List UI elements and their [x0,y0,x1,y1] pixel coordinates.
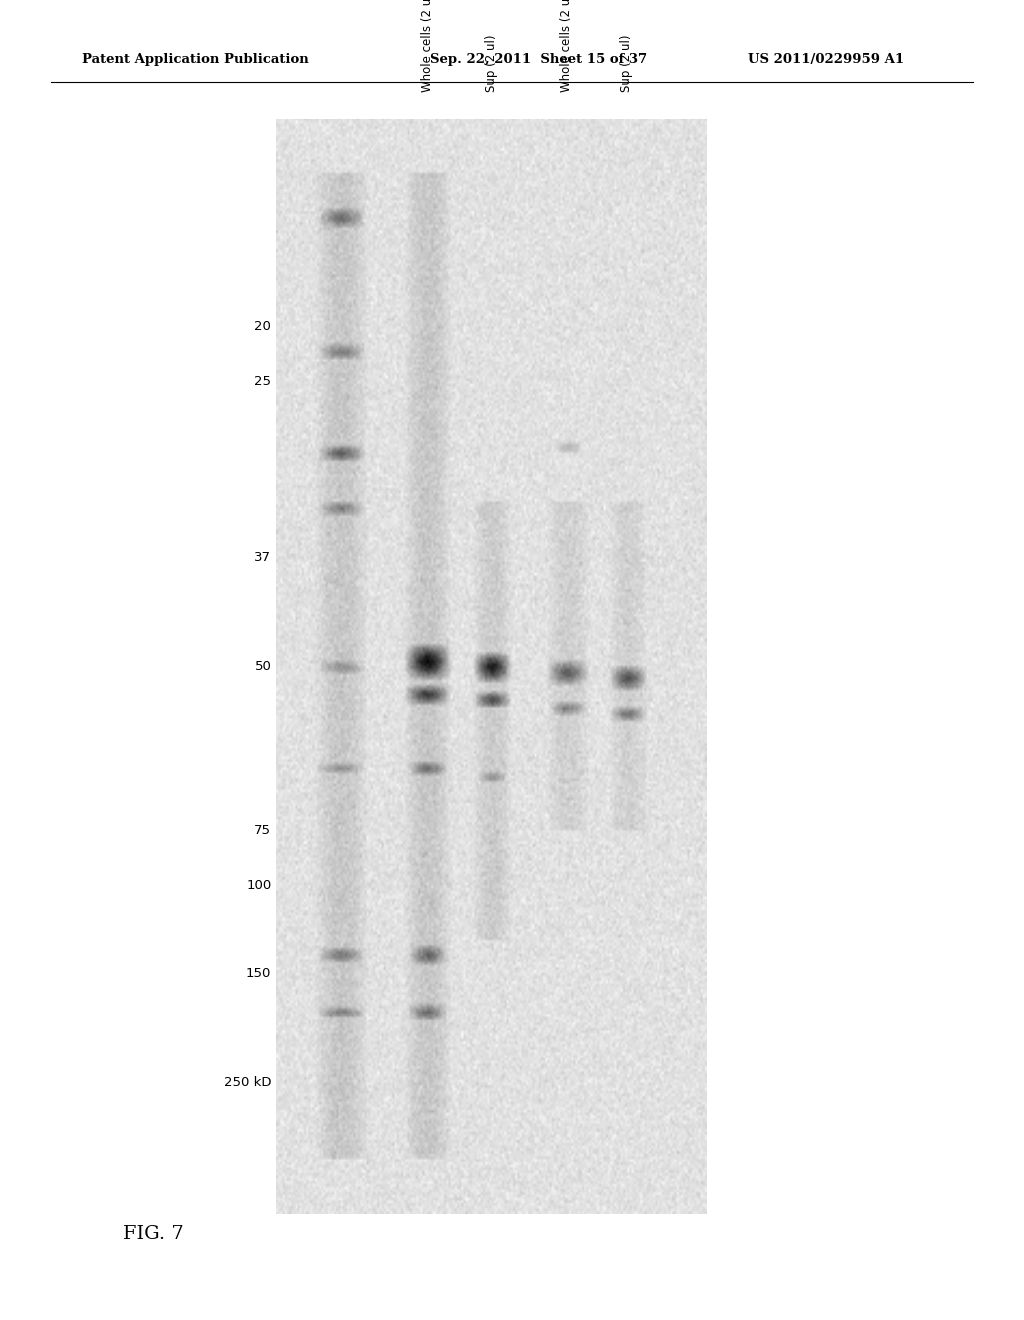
Text: Sup (2 ul): Sup (2 ul) [621,34,634,92]
Text: 37: 37 [254,550,271,564]
Text: 25: 25 [254,375,271,388]
Text: 75: 75 [254,825,271,837]
Text: US 2011/0229959 A1: US 2011/0229959 A1 [748,53,903,66]
Text: Sep. 22, 2011  Sheet 15 of 37: Sep. 22, 2011 Sheet 15 of 37 [430,53,647,66]
Text: 50: 50 [255,660,271,673]
Text: 20: 20 [255,321,271,334]
Text: 100: 100 [246,879,271,892]
Text: FIG. 7: FIG. 7 [123,1225,183,1243]
Text: Whole cells (2 ul): Whole cells (2 ul) [421,0,433,92]
Text: Whole cells (2 ul): Whole cells (2 ul) [560,0,573,92]
Text: 250 kD: 250 kD [224,1076,271,1089]
Text: Sup (2 ul): Sup (2 ul) [485,34,498,92]
Text: Patent Application Publication: Patent Application Publication [82,53,308,66]
Text: 150: 150 [246,966,271,979]
